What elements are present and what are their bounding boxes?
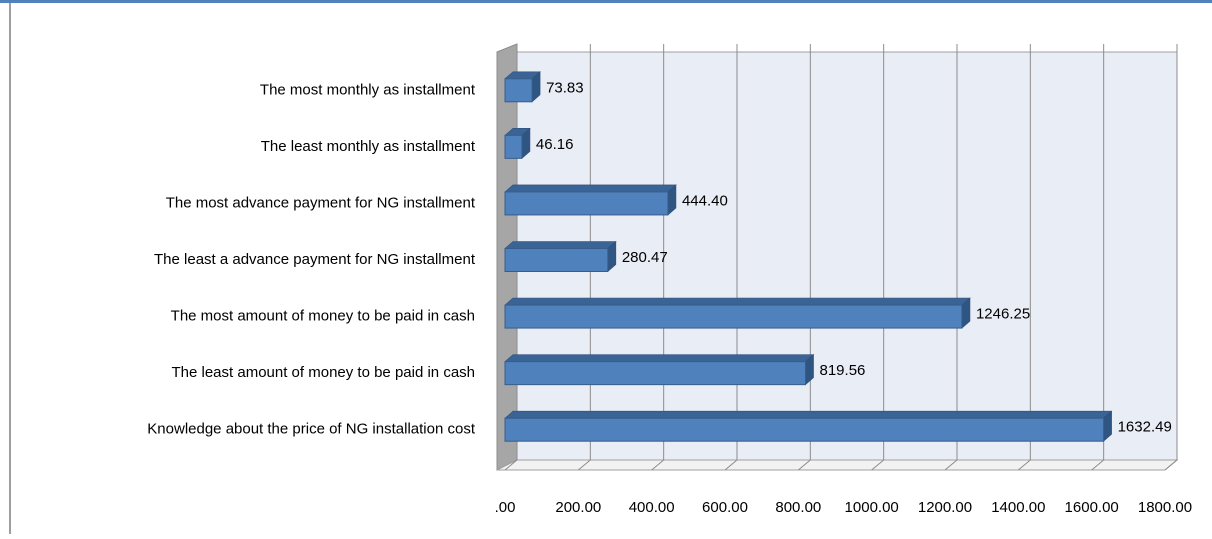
top-border	[0, 0, 1212, 3]
value-label: 1246.25	[976, 306, 1030, 323]
floor-grid-line	[724, 459, 738, 471]
floor-grid-line	[1164, 459, 1178, 471]
x-tick-label: .00	[495, 499, 516, 516]
floor-grid-line	[1091, 459, 1104, 471]
floor-grid-line	[651, 459, 664, 471]
y-tick-label: The least monthly as installment	[261, 138, 476, 155]
x-tick-label: 1000.00	[845, 499, 899, 516]
bar	[504, 191, 669, 216]
y-tick-label: The least amount of money to be paid in …	[171, 364, 475, 381]
y-tick-label: The most advance payment for NG installm…	[166, 194, 476, 211]
x-tick-label: 200.00	[555, 499, 601, 516]
x-tick-label: 400.00	[629, 499, 675, 516]
y-tick-label: The most amount of money to be paid in c…	[171, 308, 475, 325]
x-tick-label: 1600.00	[1065, 499, 1119, 516]
value-label: 46.16	[536, 136, 574, 153]
value-label: 819.56	[820, 362, 866, 379]
floor	[496, 459, 1179, 471]
bar	[504, 361, 807, 386]
x-tick-label: 1800.00	[1138, 499, 1192, 516]
floor-grid-line	[504, 459, 518, 471]
value-label: 73.83	[546, 79, 584, 96]
floor-grid-line	[944, 459, 958, 471]
x-tick-label: 1400.00	[991, 499, 1045, 516]
y-tick-label: Knowledge about the price of NG installa…	[147, 421, 476, 438]
x-tick-label: 800.00	[775, 499, 821, 516]
bar-top	[504, 241, 617, 249]
value-label: 1632.49	[1118, 419, 1172, 436]
bar	[504, 134, 523, 159]
x-tick-label: 1200.00	[918, 499, 972, 516]
bar-top	[504, 297, 971, 306]
floor-grid-line	[871, 459, 884, 471]
bar-top	[504, 184, 677, 193]
bar	[504, 417, 1105, 442]
bar	[504, 78, 533, 103]
floor-grid-line	[1018, 459, 1031, 471]
x-tick-label: 600.00	[702, 499, 748, 516]
bar-top	[504, 354, 815, 362]
value-label: 280.47	[622, 249, 668, 266]
floor-grid-line	[578, 459, 591, 471]
y-tick-label: The least a advance payment for NG insta…	[154, 251, 476, 268]
y-tick-label: The most monthly as installment	[260, 81, 476, 98]
bar	[504, 304, 963, 329]
bar-top	[504, 410, 1113, 419]
value-label: 444.40	[682, 192, 728, 209]
floor-grid-line	[798, 459, 811, 471]
bar	[504, 248, 609, 272]
